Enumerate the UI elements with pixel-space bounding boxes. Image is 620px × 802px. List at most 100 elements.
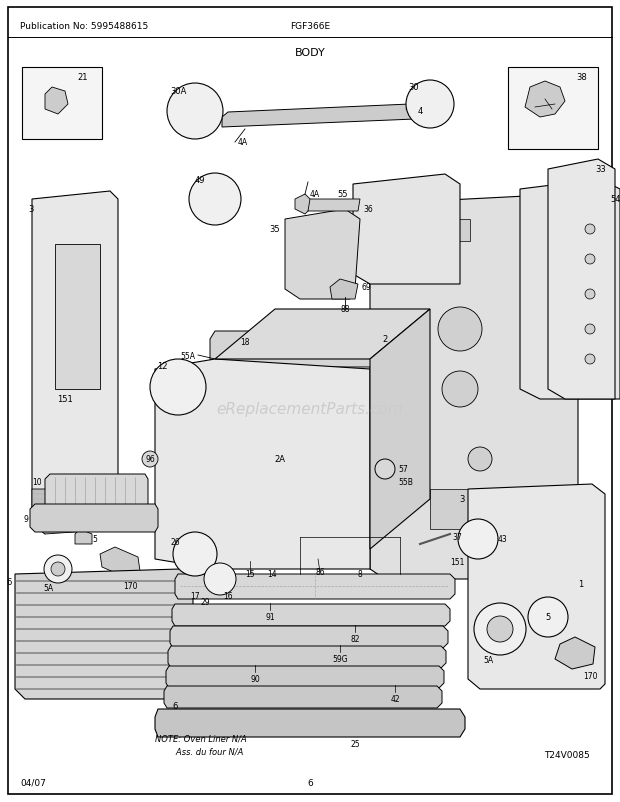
Polygon shape (525, 82, 565, 118)
Bar (508, 68, 598, 150)
Text: 4A: 4A (238, 138, 248, 147)
Polygon shape (170, 626, 448, 648)
Polygon shape (45, 88, 68, 115)
Circle shape (585, 325, 595, 334)
Circle shape (189, 174, 241, 225)
Polygon shape (185, 545, 207, 565)
Text: 12: 12 (157, 362, 167, 371)
Polygon shape (555, 638, 595, 669)
Text: 6: 6 (7, 577, 12, 586)
Text: 170: 170 (583, 671, 597, 680)
Text: 59G: 59G (332, 654, 348, 664)
Circle shape (51, 562, 65, 577)
Text: 69: 69 (362, 282, 372, 292)
Text: 91: 91 (265, 613, 275, 622)
Polygon shape (75, 529, 92, 545)
Text: 6: 6 (307, 778, 313, 787)
Polygon shape (55, 245, 100, 390)
Text: 17: 17 (190, 591, 200, 600)
Polygon shape (162, 375, 192, 399)
Polygon shape (175, 102, 215, 118)
Circle shape (438, 308, 482, 351)
Text: 90: 90 (250, 674, 260, 683)
Polygon shape (330, 280, 358, 300)
Text: 16: 16 (223, 591, 233, 600)
Text: 4A: 4A (310, 190, 320, 199)
Text: 88: 88 (340, 305, 350, 314)
Text: 96: 96 (145, 455, 155, 464)
Text: BODY: BODY (294, 48, 326, 58)
Polygon shape (100, 547, 140, 577)
Text: 82: 82 (350, 634, 360, 644)
Circle shape (150, 359, 206, 415)
Text: eReplacementParts.com: eReplacementParts.com (216, 402, 404, 417)
Circle shape (375, 460, 395, 480)
Text: 8: 8 (358, 569, 362, 578)
Polygon shape (15, 569, 193, 699)
Polygon shape (285, 210, 360, 300)
Text: 26: 26 (170, 537, 180, 546)
Circle shape (487, 616, 513, 642)
Text: 37: 37 (452, 533, 462, 542)
Text: 5A: 5A (483, 655, 493, 664)
Polygon shape (32, 192, 118, 534)
Text: 33: 33 (595, 164, 606, 174)
Polygon shape (155, 359, 370, 569)
Text: 04/07: 04/07 (20, 778, 46, 787)
Circle shape (442, 371, 478, 407)
Circle shape (474, 603, 526, 655)
Text: 151: 151 (450, 557, 464, 566)
Text: 30A: 30A (170, 87, 186, 96)
Circle shape (142, 452, 158, 468)
Bar (395, 379, 420, 415)
Text: 35: 35 (269, 225, 280, 233)
Circle shape (458, 520, 498, 559)
Circle shape (585, 255, 595, 265)
Polygon shape (155, 709, 465, 737)
Polygon shape (175, 574, 455, 599)
Polygon shape (164, 687, 442, 708)
Text: FGF366E: FGF366E (290, 22, 330, 31)
Polygon shape (308, 200, 360, 212)
Text: 2: 2 (382, 334, 388, 343)
Text: 29: 29 (200, 597, 210, 606)
Text: 3: 3 (28, 205, 33, 214)
Circle shape (173, 533, 217, 577)
Polygon shape (370, 310, 430, 549)
Text: 25: 25 (350, 739, 360, 748)
Text: 55A: 55A (180, 351, 195, 361)
Text: 1: 1 (578, 579, 583, 588)
Polygon shape (32, 489, 118, 534)
Text: Ass. du four N/A: Ass. du four N/A (155, 747, 244, 756)
Polygon shape (212, 571, 228, 587)
Polygon shape (295, 195, 315, 215)
Text: Publication No: 5995488615: Publication No: 5995488615 (20, 22, 148, 31)
Circle shape (468, 448, 492, 472)
Text: 2A: 2A (275, 455, 285, 464)
Polygon shape (353, 175, 460, 285)
Circle shape (585, 290, 595, 300)
Text: 30: 30 (409, 83, 419, 92)
Circle shape (44, 555, 72, 583)
Polygon shape (468, 484, 605, 689)
Text: 38: 38 (576, 73, 587, 82)
Text: 15: 15 (245, 569, 255, 578)
Text: 21: 21 (78, 73, 88, 82)
Text: T24V0085: T24V0085 (544, 750, 590, 759)
Bar (440, 220, 470, 241)
Polygon shape (415, 95, 445, 115)
Text: 10: 10 (32, 477, 42, 486)
Text: 43: 43 (498, 535, 508, 544)
Polygon shape (370, 195, 578, 579)
Text: 5A: 5A (43, 583, 53, 592)
Text: 6: 6 (172, 701, 178, 710)
Polygon shape (466, 528, 490, 547)
Circle shape (585, 225, 595, 235)
Text: 18: 18 (240, 338, 249, 346)
Text: 49: 49 (195, 176, 205, 184)
Text: 55B: 55B (398, 478, 413, 487)
Text: 170: 170 (123, 581, 137, 590)
Polygon shape (548, 160, 615, 399)
Text: 3: 3 (459, 494, 465, 504)
Circle shape (585, 354, 595, 365)
